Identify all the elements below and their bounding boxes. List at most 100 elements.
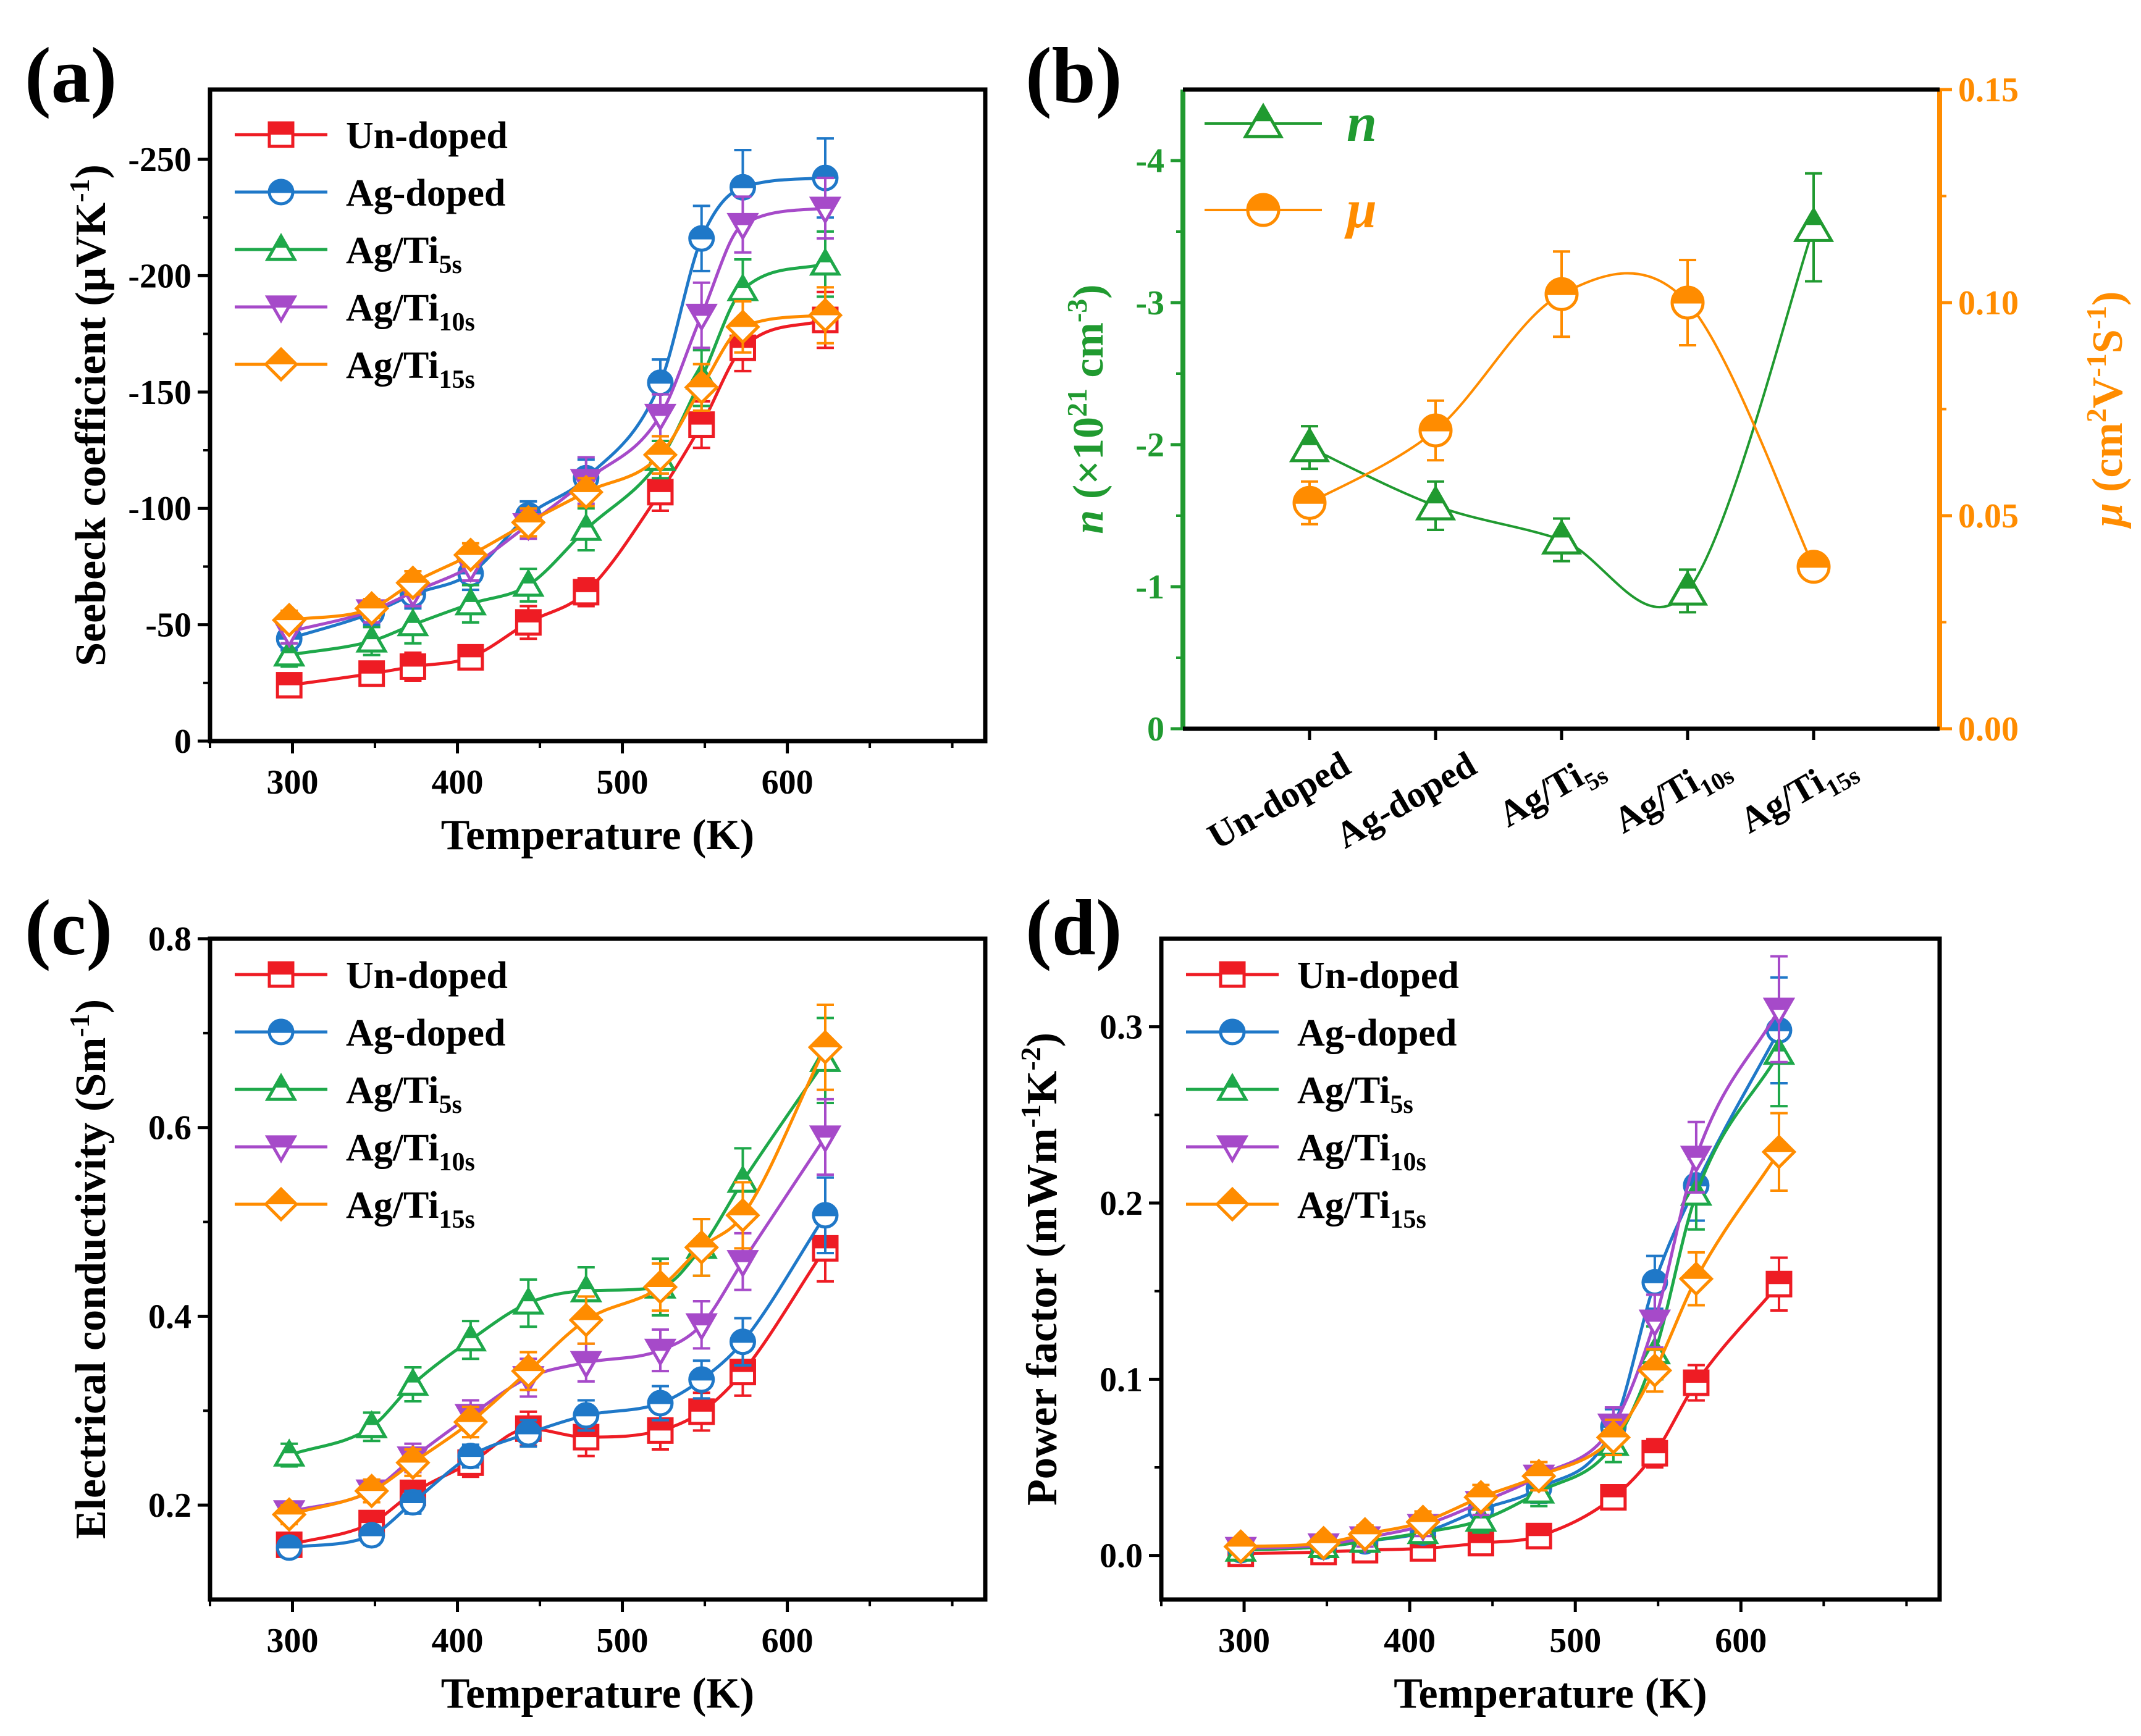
marker-outline [1465,1503,1497,1532]
marker-top-half [689,1399,713,1412]
marker-top-half [1672,287,1703,303]
marker-top-half [360,1511,384,1524]
marker-outline [684,370,719,405]
data-point [726,273,759,301]
data-point [1223,1529,1258,1564]
marker-top-half [1308,1527,1339,1543]
data-point [399,653,426,680]
data-point [454,1323,487,1352]
data-point [809,1125,842,1154]
y-tick-label: -150 [128,374,191,412]
x-tick-label: 400 [432,1622,484,1660]
marker-top-half [1294,487,1325,503]
data-point [684,370,719,405]
left-axis-title-sup: 21 [1061,388,1093,417]
legend-label-sub: 15s [439,1206,474,1234]
y-tick-label: -50 [145,606,191,645]
y-axis-title-end: ) [67,999,115,1013]
data-point [573,1402,600,1429]
marker-outline [512,1286,545,1315]
data-point [512,1286,545,1315]
data-point [644,403,677,432]
y-axis-title-mid: K [1019,1071,1066,1104]
series-1 [1292,250,1831,584]
marker-outline [684,1230,719,1265]
data-point [1765,1270,1793,1298]
x-tick-label: 500 [1549,1622,1601,1660]
marker-top-half [1765,999,1793,1010]
legend-label-main: Ag/Ti [346,1070,439,1112]
panel-a-label: (a) [25,31,117,119]
data-point [647,1390,674,1417]
marker-top-half [1523,1461,1554,1477]
data-point [570,1351,602,1380]
left-y-tick-label: 0 [1147,710,1164,748]
x-axis-title: Temperature (K) [441,811,754,859]
marker-top-half [645,1272,676,1288]
data-point [515,609,542,636]
marker-outline [807,298,843,333]
data-point [726,212,759,241]
right-axis-title-sup2: -1 [2080,353,2112,377]
category-label-main: Ag-doped [1329,744,1483,856]
marker-outline [647,479,674,506]
series-0 [1227,1256,1793,1567]
marker-top-half [1254,106,1272,122]
marker-top-half [729,1251,757,1262]
marker-top-half [397,1447,429,1463]
marker-top-half [572,1352,600,1364]
marker-outline [397,1367,429,1396]
right-axis-title-var: μ [2084,503,2132,529]
data-point [688,411,715,438]
marker-outline [454,587,487,616]
marker-top-half [1684,1371,1708,1383]
data-point [809,247,842,276]
marker-outline [809,196,842,225]
data-point [511,1353,546,1389]
x-tick-label: 600 [1715,1622,1767,1660]
x-tick-label: 500 [597,763,649,802]
marker-top-half [455,1406,486,1422]
marker-top-half [516,610,541,623]
data-point [807,298,843,333]
marker-outline [1600,1484,1627,1511]
marker-outline [453,537,489,572]
legend-label-main: Ag/Ti [346,287,439,329]
marker-top-half [688,305,715,316]
marker-top-half [1641,1311,1668,1322]
marker-top-half [574,580,598,592]
data-point [1306,1525,1341,1561]
data-point [457,1443,484,1470]
marker-outline [454,1323,487,1352]
legend-label-main: Ag-doped [1297,1012,1457,1054]
data-point [726,1250,759,1278]
category-label: Ag/Ti5s [1492,744,1613,841]
marker-outline [644,403,677,432]
y-tick-label: 0.8 [148,920,191,958]
data-point [568,474,604,510]
x-tick-label: 300 [1218,1622,1270,1660]
series-line [1240,1283,1780,1556]
data-point [457,644,484,671]
data-point [684,1230,719,1265]
data-point [647,369,674,396]
legend-label-sub: 10s [1390,1148,1426,1176]
marker-top-half [812,198,839,209]
marker-outline [511,1353,546,1389]
right-axis-title-sup: 2 [2080,408,2112,422]
left-axis-title-var: n [1065,510,1113,534]
marker-outline [1415,485,1457,521]
marker-top-half [1546,279,1577,295]
legend-label: Un-doped [346,955,508,997]
data-point [1405,1504,1441,1540]
data-point [1418,413,1453,448]
legend-label: Ag/Ti10s [1297,1127,1426,1176]
marker-outline [267,961,295,988]
legend-label-main: Ag/Ti [346,1185,439,1227]
series-1 [276,1176,839,1561]
right-axis-title: μ (cm2V-1S-1) [2080,291,2132,529]
marker-outline [1521,1459,1557,1494]
category-label-main: Un-doped [1201,744,1357,857]
legend-label: μ [1344,180,1377,240]
